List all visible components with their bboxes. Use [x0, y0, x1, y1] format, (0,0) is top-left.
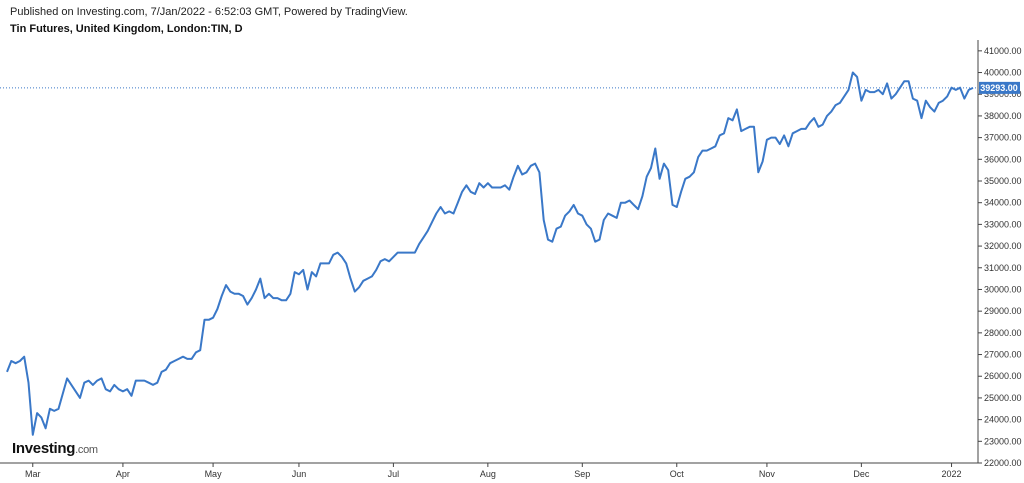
y-tick-label: 39000.00	[984, 89, 1022, 99]
x-tick-label: Apr	[116, 469, 130, 479]
logo-wordmark: Investing	[12, 440, 76, 457]
price-series-line	[6, 71, 974, 436]
x-tick-label: Jul	[388, 469, 400, 479]
y-tick-label: 30000.00	[984, 284, 1022, 294]
x-tick-label: Jun	[292, 469, 307, 479]
x-tick-label: Dec	[853, 469, 870, 479]
x-tick-label: Nov	[759, 469, 776, 479]
last-value-label: 39293.00	[980, 83, 1018, 93]
y-tick-label: 28000.00	[984, 328, 1022, 338]
y-tick-label: 35000.00	[984, 176, 1022, 186]
y-tick-label: 38000.00	[984, 111, 1022, 121]
y-tick-label: 37000.00	[984, 133, 1022, 143]
plot-area: 22000.00 23000.00 24000.00 25000.00 26000.00…	[0, 40, 1022, 479]
published-caption: Published on Investing.com, 7/Jan/2022 -…	[10, 6, 408, 18]
investing-logo: Investing.com	[12, 440, 98, 457]
x-tick-label: Aug	[480, 469, 496, 479]
y-tick-label: 41000.00	[984, 46, 1022, 56]
y-tick-label: 31000.00	[984, 263, 1022, 273]
y-tick-label: 22000.00	[984, 458, 1022, 468]
y-tick-label: 26000.00	[984, 371, 1022, 381]
x-tick-label: Mar	[25, 469, 41, 479]
y-tick-label: 25000.00	[984, 393, 1022, 403]
x-tick-label: May	[205, 469, 223, 479]
y-tick-label: 29000.00	[984, 306, 1022, 316]
last-value-badge	[979, 81, 1020, 94]
instrument-title: Tin Futures, United Kingdom, London:TIN,…	[10, 23, 243, 35]
y-tick-label: 24000.00	[984, 415, 1022, 425]
y-tick-label: 27000.00	[984, 350, 1022, 360]
y-tick-label: 36000.00	[984, 154, 1022, 164]
x-tick-label: 2022	[942, 469, 962, 479]
y-tick-label: 32000.00	[984, 241, 1022, 251]
y-tick-label: 34000.00	[984, 198, 1022, 208]
y-tick-label: 33000.00	[984, 219, 1022, 229]
y-tick-label: 40000.00	[984, 68, 1022, 78]
y-tick-label: 23000.00	[984, 436, 1022, 446]
x-tick-label: Sep	[574, 469, 590, 479]
logo-suffix: .com	[75, 444, 98, 456]
x-tick-label: Oct	[670, 469, 685, 479]
